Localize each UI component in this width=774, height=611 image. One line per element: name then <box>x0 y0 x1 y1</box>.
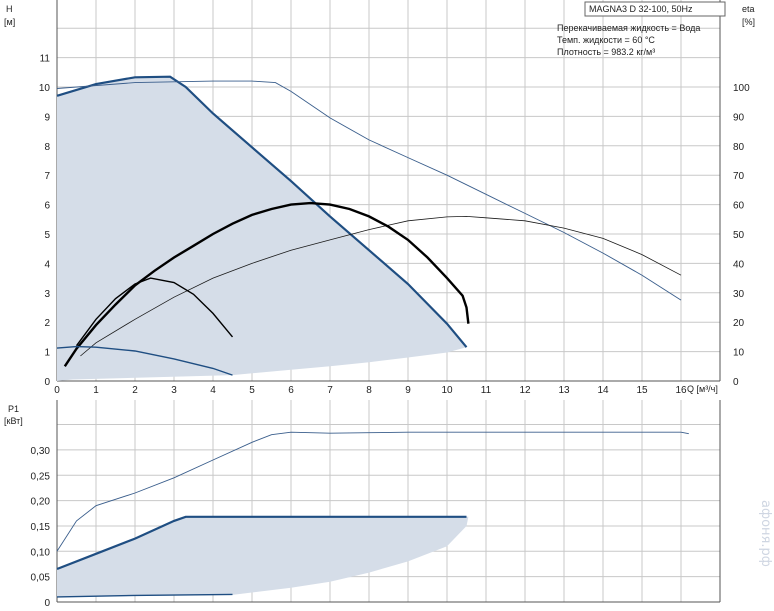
operating-area-fill <box>57 76 467 381</box>
curve-min-curve <box>56 345 233 376</box>
y-tick-label: 1 <box>44 348 50 359</box>
x-tick-label: 14 <box>597 385 609 396</box>
curve-min-power <box>56 593 233 598</box>
chart-title: MAGNA3 D 32-100, 50Hz <box>589 4 693 14</box>
x-tick-label: 10 <box>441 385 453 396</box>
y2-axis-label-eta: eta <box>742 4 755 14</box>
y-tick-label: 6 <box>44 201 50 212</box>
y-axis-unit-p1: [кВт] <box>4 416 23 426</box>
curve-eta-max-curve <box>63 201 470 367</box>
y-tick-label: 7 <box>44 171 50 182</box>
y2-tick-label: 20 <box>733 318 745 329</box>
top-operating-area <box>57 76 467 381</box>
power-area-fill <box>57 516 469 597</box>
annotation-temperature: Темп. жидкости = 60 °C <box>557 35 655 45</box>
y-tick-label: 10 <box>39 83 51 94</box>
bottom-operating-area <box>57 516 469 597</box>
y2-tick-label: 0 <box>733 377 739 388</box>
y-axis-label-p1: P1 <box>8 404 19 414</box>
x-tick-label: 6 <box>288 385 294 396</box>
p1-tick-label: 0,15 <box>31 522 51 533</box>
x-tick-label: 1 <box>93 385 99 396</box>
max-speed-curve <box>56 75 468 348</box>
y-axis-label-h: H <box>6 4 13 14</box>
y-tick-label: 9 <box>44 112 50 123</box>
y2-tick-label: 60 <box>733 201 745 212</box>
y-tick-label: 2 <box>44 318 50 329</box>
bottom-chart-curves <box>56 431 689 598</box>
top-chart-grid <box>56 0 721 382</box>
x-tick-label: 16 <box>675 385 687 396</box>
p1-tick-label: 0,20 <box>31 497 51 508</box>
x-tick-label: 15 <box>636 385 648 396</box>
p1-tick-label: 0,25 <box>31 471 51 482</box>
y2-tick-label: 100 <box>733 83 750 94</box>
y-axis-unit-h: [м] <box>4 17 15 27</box>
y-tick-label: 8 <box>44 142 50 153</box>
p1-tick-label: 0 <box>44 598 50 609</box>
curve-power-curve <box>56 515 467 571</box>
curve-max-curve-thin <box>56 80 682 301</box>
x-tick-label: 9 <box>405 385 411 396</box>
y-tick-label: 3 <box>44 289 50 300</box>
title-box <box>584 1 726 17</box>
y2-tick-label: 70 <box>733 171 745 182</box>
x-tick-label: 11 <box>481 385 492 396</box>
y2-tick-label: 50 <box>733 230 745 241</box>
x-axis-label: Q [м³/ч] <box>687 384 718 394</box>
x-tick-label: 8 <box>366 385 372 396</box>
p1-tick-label: 0,10 <box>31 547 51 558</box>
y2-tick-label: 40 <box>733 259 745 270</box>
p1-tick-label: 0,30 <box>31 446 51 457</box>
x-tick-label: 3 <box>171 385 177 396</box>
y2-tick-label: 90 <box>733 112 745 123</box>
p1-tick-label: 0,05 <box>31 573 51 584</box>
y2-tick-label: 10 <box>733 348 745 359</box>
bottom-chart-ticks: 0 0,05 0,10 0,15 0,20 0,25 0,30 <box>31 446 51 609</box>
x-tick-label: 12 <box>519 385 531 396</box>
annotation-liquid: Перекачиваемая жидкость = Вода <box>557 23 700 33</box>
curve-max-power <box>56 431 689 552</box>
curve-eta-max <box>80 215 682 357</box>
annotation-density: Плотность = 983.2 кг/м³ <box>557 47 655 57</box>
y-tick-label: 0 <box>44 377 50 388</box>
x-tick-label: 0 <box>54 385 60 396</box>
y2-tick-label: 80 <box>733 142 745 153</box>
top-chart-ticks: 0 1 2 3 4 5 6 7 8 9 10 11 12 13 14 15 160123456789101101… <box>39 54 750 396</box>
y2-tick-label: 30 <box>733 289 745 300</box>
watermark: афоня.рф <box>758 500 773 567</box>
x-tick-label: 2 <box>132 385 138 396</box>
y-tick-label: 11 <box>40 54 51 65</box>
y2-axis-unit-eta: [%] <box>742 17 755 27</box>
top-chart-curves <box>56 75 682 376</box>
x-tick-label: 4 <box>210 385 216 396</box>
curve-eta-min-curve <box>75 277 234 347</box>
x-tick-label: 13 <box>558 385 570 396</box>
x-tick-label: 7 <box>327 385 333 396</box>
x-tick-label: 5 <box>249 385 255 396</box>
y-tick-label: 4 <box>44 259 50 270</box>
y-tick-label: 5 <box>44 230 50 241</box>
